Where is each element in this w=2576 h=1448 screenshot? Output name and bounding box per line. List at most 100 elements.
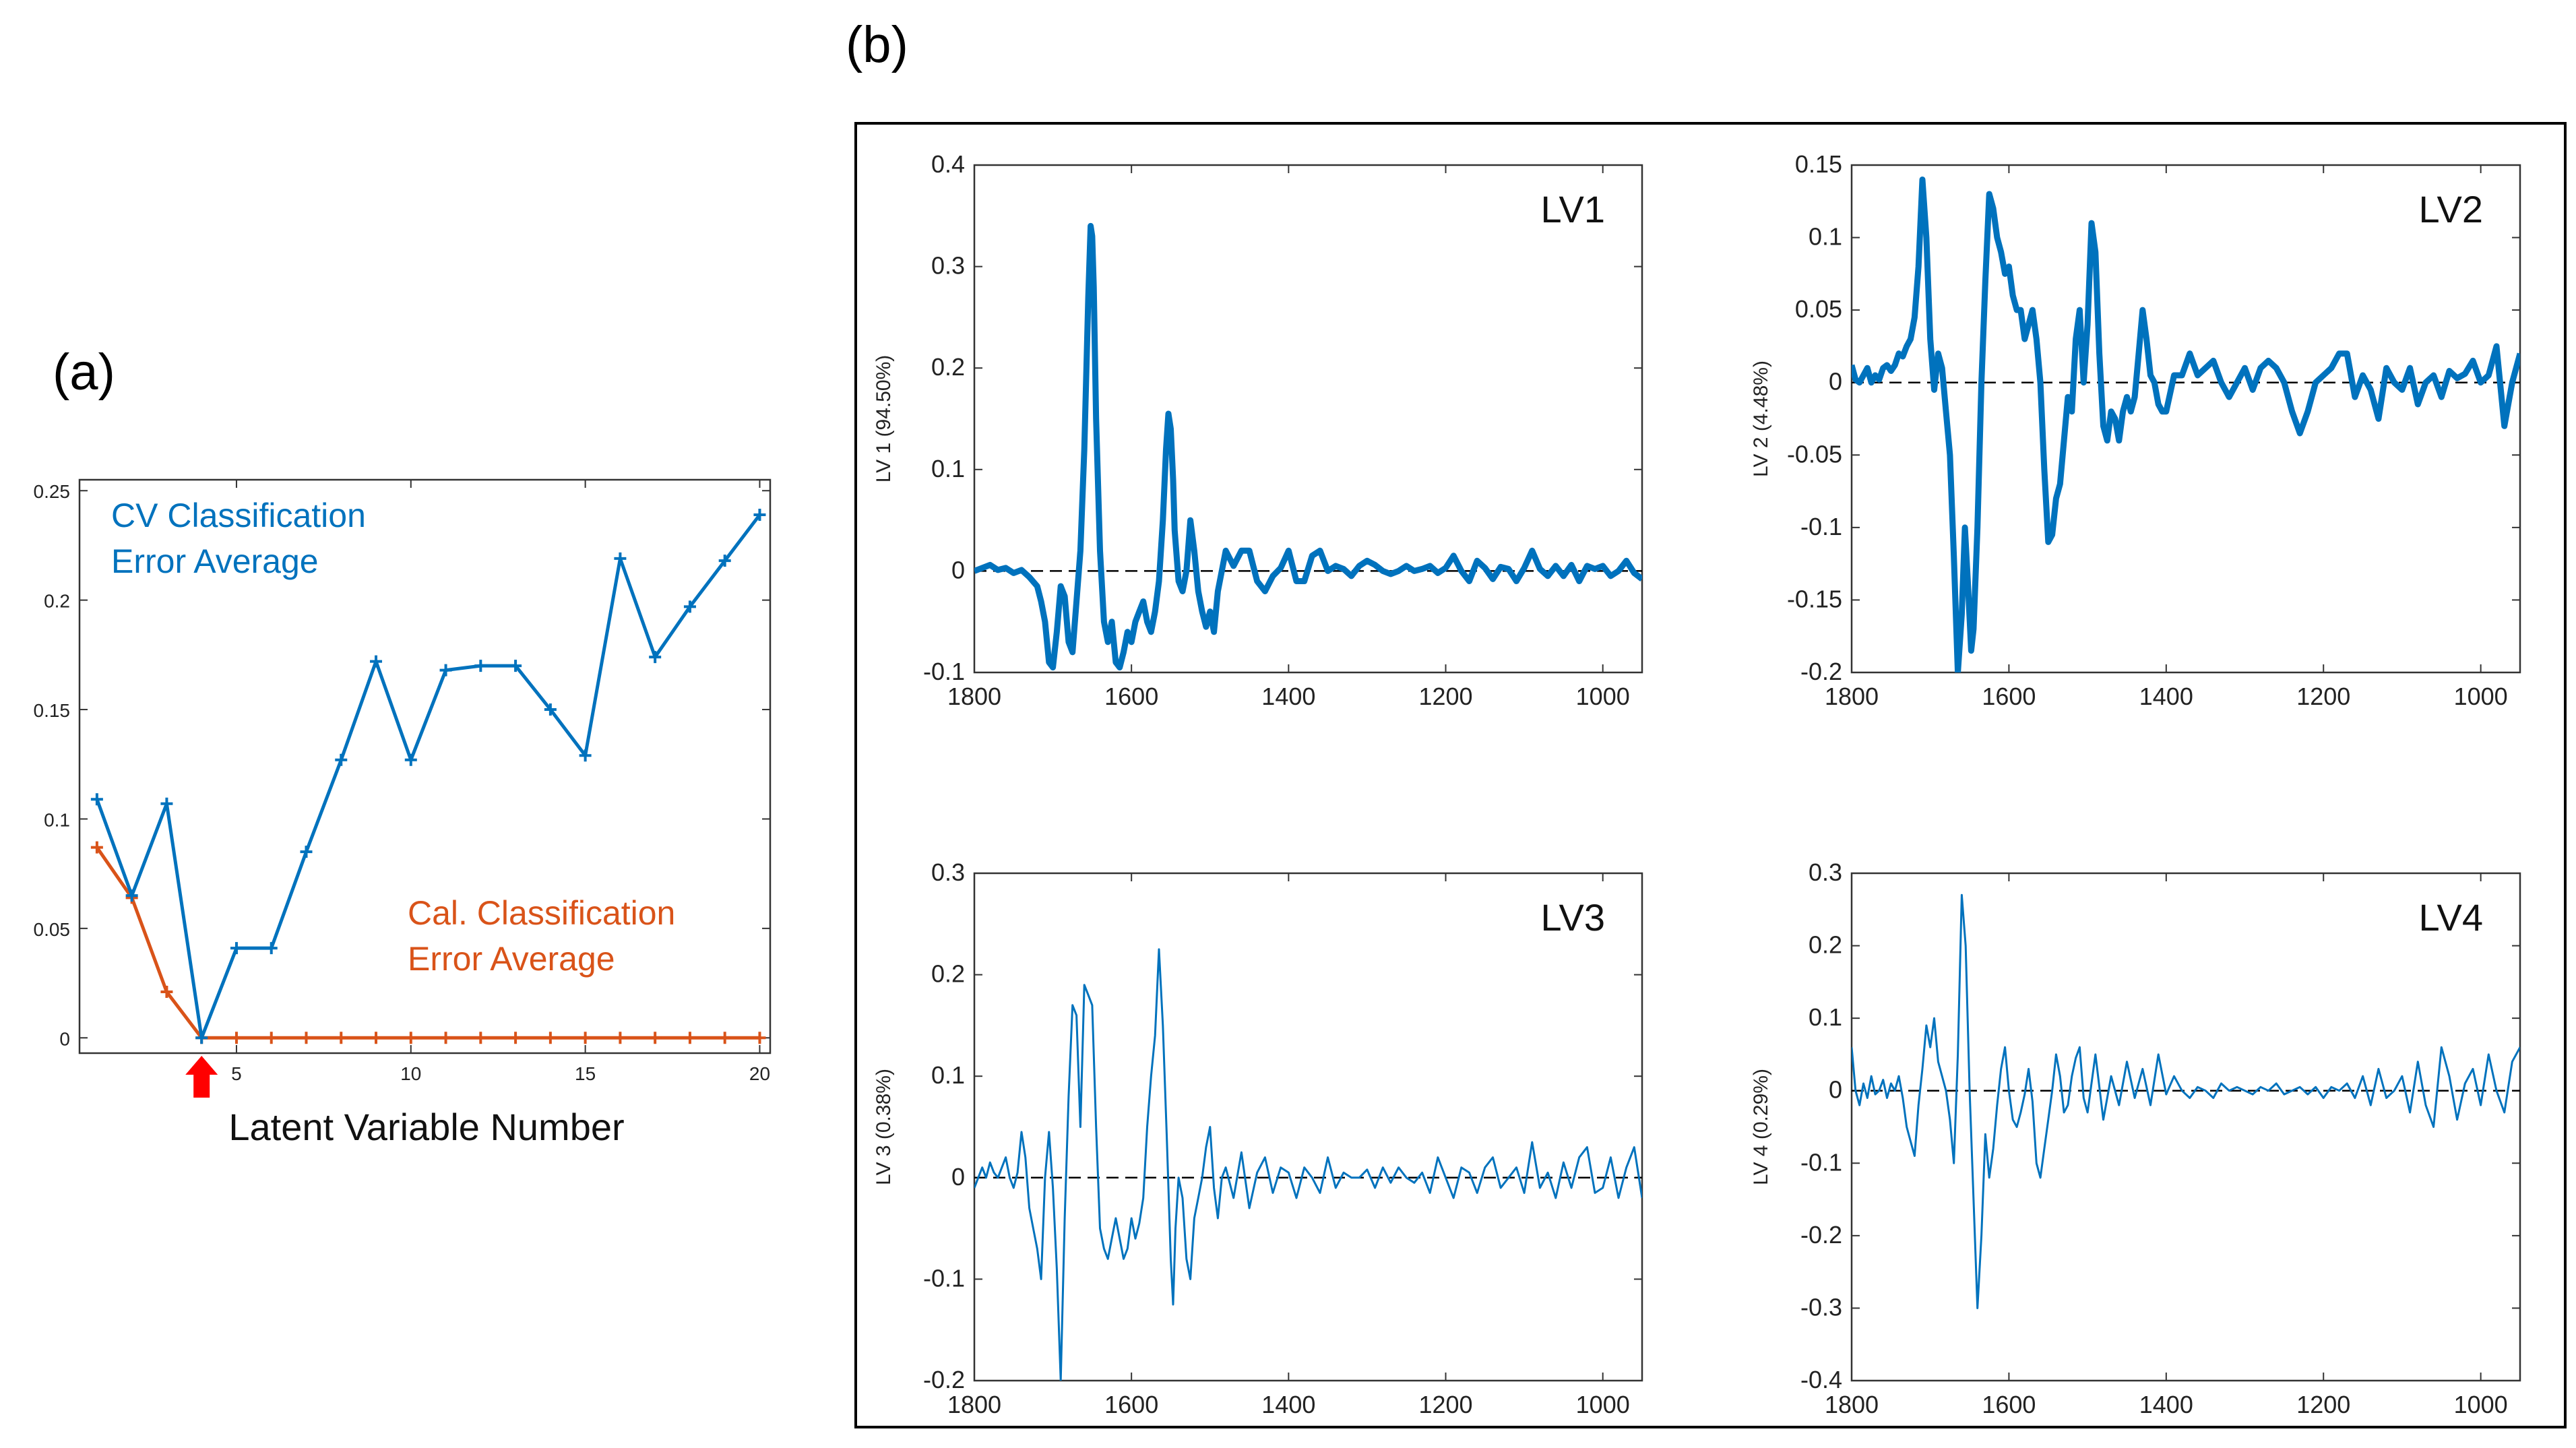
legend-cal-line2: Error Average — [408, 940, 615, 978]
y-tick-label: 0.3 — [1809, 858, 1842, 886]
series-marker-1 — [649, 1032, 662, 1044]
y-tick-label: -0.05 — [1787, 440, 1842, 468]
y-tick-label: -0.2 — [1800, 658, 1842, 685]
chart-b3: -0.2 -0.1 0 0.1 0.2 0.3 1800 1600 1400 1200 1000 LV… — [873, 858, 1643, 1418]
series-marker-0 — [753, 508, 766, 521]
series-marker-0 — [649, 651, 662, 664]
y-axis-label-b2: LV 2 (4.48%) — [1750, 360, 1772, 477]
series-marker-1 — [370, 1032, 383, 1044]
y-tick-label: -0.1 — [923, 1264, 965, 1292]
legend-cal-line1: Cal. Classification — [408, 894, 675, 932]
series-marker-0 — [160, 797, 173, 810]
series-marker-0 — [335, 753, 348, 766]
y-tick-label: 0 — [951, 1163, 965, 1191]
series-marker-1 — [404, 1032, 417, 1044]
x-tick-label: 1400 — [2139, 1391, 2193, 1418]
series-marker-1 — [718, 1032, 731, 1044]
x-tick-label: 1800 — [1825, 1391, 1879, 1418]
spectrum-line-b3 — [974, 948, 1642, 1381]
series-marker-1 — [90, 841, 103, 854]
y-tick-label: 0.15 — [34, 700, 71, 721]
series-marker-0 — [125, 889, 138, 902]
x-tick-label: 10 — [400, 1063, 421, 1084]
x-tick-label: 1200 — [2296, 683, 2350, 710]
y-axis-label-b3: LV 3 (0.38%) — [873, 1069, 895, 1185]
y-axis-label-b1: LV 1 (94.50%) — [873, 355, 895, 483]
axes-box — [973, 164, 1643, 674]
series-marker-1 — [683, 1032, 696, 1044]
spectrum-line-b1 — [974, 222, 1642, 670]
y-tick-label: -0.2 — [1800, 1221, 1842, 1249]
x-tick-label: 1000 — [1576, 1391, 1630, 1418]
x-axis-label: Latent Variable Number — [228, 1106, 624, 1148]
y-tick-label: 0.2 — [931, 353, 965, 381]
y-tick-label: 0.2 — [1809, 931, 1842, 959]
y-tick-label: -0.1 — [1800, 1148, 1842, 1176]
series-marker-0 — [718, 555, 731, 567]
y-tick-label: 0 — [59, 1028, 70, 1049]
series-marker-0 — [579, 749, 592, 762]
series-marker-1 — [509, 1032, 522, 1044]
series-marker-0 — [230, 942, 243, 955]
panel-label-b: (b) — [846, 16, 908, 73]
series-marker-0 — [404, 753, 417, 766]
series-marker-0 — [474, 660, 487, 672]
lv-tag-b2: LV2 — [2419, 188, 2483, 230]
axes-box — [973, 872, 1643, 1382]
series-marker-0 — [509, 660, 522, 672]
axes-box — [1850, 164, 2521, 674]
y-tick-label: 0.1 — [1809, 1003, 1842, 1031]
y-tick-label: 0.3 — [931, 252, 965, 280]
x-tick-label: 1000 — [2454, 683, 2508, 710]
red-arrow-icon — [185, 1056, 218, 1098]
y-axis-label-b4: LV 4 (0.29%) — [1750, 1069, 1772, 1185]
series-marker-0 — [370, 655, 383, 668]
series-marker-1 — [335, 1032, 348, 1044]
x-tick-label: 1200 — [1418, 1391, 1472, 1418]
y-tick-label: 0 — [1829, 368, 1842, 396]
series-line-0 — [95, 513, 761, 1040]
axes-box — [78, 478, 772, 1054]
x-tick-label: 15 — [575, 1063, 596, 1084]
x-tick-label: 1600 — [1104, 683, 1158, 710]
series-marker-0 — [195, 1032, 208, 1044]
chart-b1: -0.1 0 0.1 0.2 0.3 0.4 1800 1600 1400 1200 1000 LV1… — [873, 150, 1643, 710]
x-tick-label: 1800 — [947, 1391, 1001, 1418]
series-marker-0 — [614, 552, 627, 565]
x-tick-label: 20 — [749, 1063, 770, 1084]
y-tick-label: 0.4 — [931, 150, 965, 178]
y-tick-label: 0.3 — [931, 858, 965, 886]
y-tick-label: 0.1 — [1809, 223, 1842, 251]
x-tick-label: 1600 — [1982, 1391, 2036, 1418]
spectrum-line-b4 — [1852, 893, 2520, 1309]
y-tick-label: -0.4 — [1800, 1366, 1842, 1393]
x-tick-label: 1400 — [2139, 683, 2193, 710]
chart-b4: -0.4 -0.3 -0.2 -0.1 0 0.1 0.2 0.3 1800 1600 1400 12… — [1750, 858, 2521, 1418]
chart-b2: -0.2 -0.15 -0.1 -0.05 0 0.05 0.1 0.15 1800 1600 14… — [1750, 150, 2521, 710]
y-tick-label: 0.2 — [44, 591, 70, 612]
y-tick-label: -0.1 — [923, 658, 965, 685]
series-marker-0 — [265, 942, 278, 955]
x-tick-label: 1400 — [1261, 1391, 1315, 1418]
series-marker-1 — [265, 1032, 278, 1044]
y-tick-label: 0.1 — [931, 1061, 965, 1089]
x-tick-label: 1600 — [1982, 683, 2036, 710]
chart-a: 0 0.05 0.1 0.15 0.2 0.25 5 10 15 20 CV Classificat… — [34, 478, 772, 1148]
panel-label-a: (a) — [53, 344, 115, 401]
series-marker-0 — [90, 793, 103, 806]
x-tick-label: 1800 — [1825, 683, 1879, 710]
series-marker-1 — [474, 1032, 487, 1044]
y-tick-label: 0.15 — [1795, 150, 1842, 178]
lv-tag-b4: LV4 — [2419, 896, 2483, 939]
y-tick-label: 0 — [1829, 1076, 1842, 1104]
x-tick-label: 1200 — [2296, 1391, 2350, 1418]
y-tick-label: 0.2 — [931, 960, 965, 988]
y-tick-label: 0.05 — [1795, 295, 1842, 323]
series-marker-1 — [439, 1032, 452, 1044]
series-marker-0 — [300, 846, 313, 858]
lv-tag-b3: LV3 — [1541, 896, 1605, 939]
series-marker-1 — [230, 1032, 243, 1044]
y-tick-label: 0.1 — [931, 455, 965, 482]
series-marker-1 — [544, 1032, 557, 1044]
